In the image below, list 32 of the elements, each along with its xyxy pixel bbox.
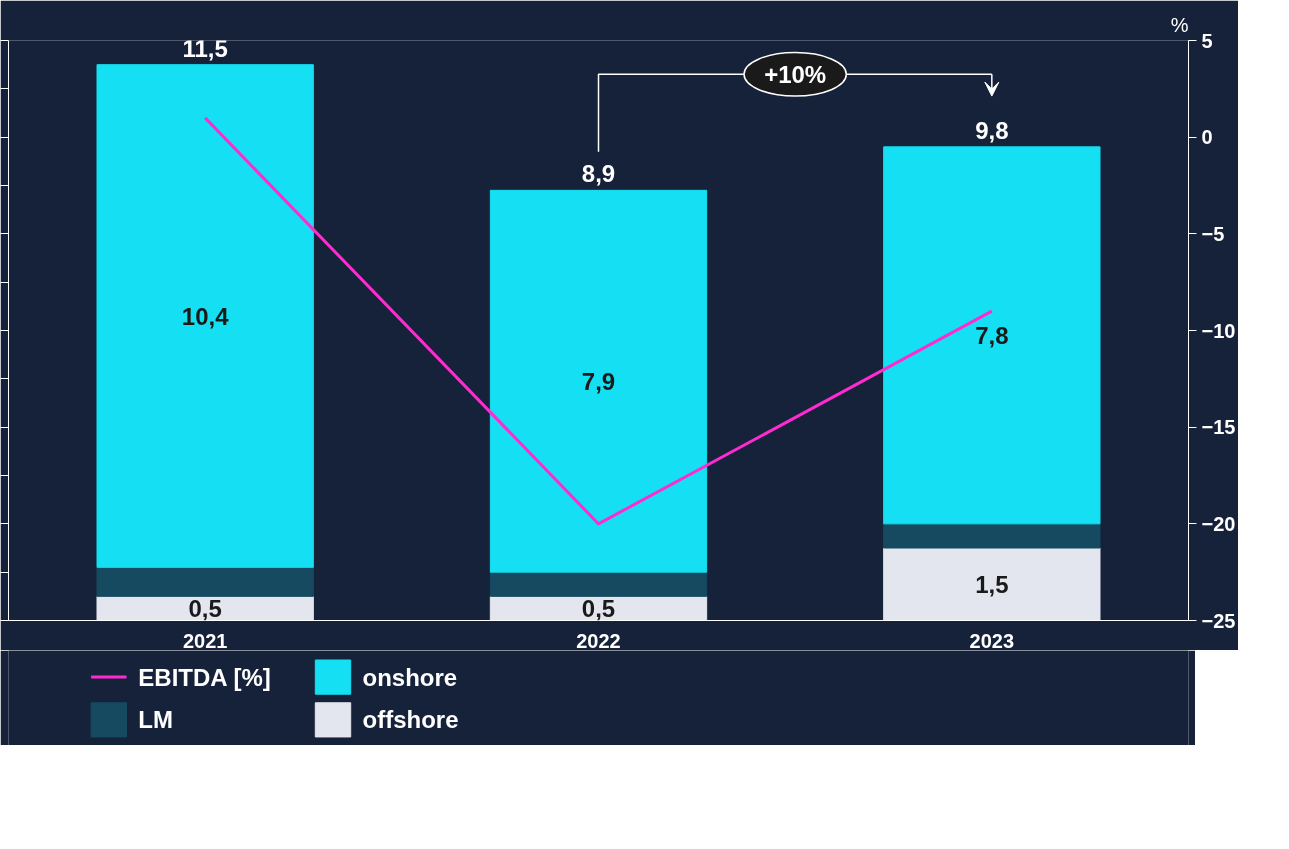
data-label: 0,5	[188, 594, 222, 622]
bar	[883, 523, 1101, 549]
y2-tick-label: 0	[1201, 126, 1213, 149]
x-tick-label: 2021	[182, 629, 228, 652]
data-label: 0,5	[581, 594, 616, 622]
y2-tick-label: −20	[1201, 512, 1236, 535]
total-label: 9,8	[975, 116, 1009, 144]
data-label: 7,9	[581, 367, 616, 395]
y2-tick-label: −5	[1201, 222, 1225, 245]
y2-tick-label: −10	[1201, 319, 1236, 342]
y2-tick-label: −25	[1201, 609, 1236, 632]
x-tick-label: 2022	[576, 629, 621, 652]
y2-axis-title: %	[1170, 13, 1189, 36]
data-label: 1,5	[975, 570, 1009, 598]
total-label: 8,9	[581, 160, 616, 188]
data-label: 7,8	[975, 321, 1009, 349]
bar	[96, 64, 314, 568]
x-tick-label: 2023	[969, 629, 1015, 652]
legend-label: LM	[138, 706, 173, 734]
bar	[96, 566, 314, 597]
bar	[489, 189, 708, 573]
bar	[489, 571, 708, 597]
total-label: 11,5	[182, 34, 228, 62]
bar	[883, 547, 1101, 621]
legend-label: onshore	[362, 663, 458, 691]
y2-tick-label: 5	[1201, 29, 1213, 52]
y2-tick-label: −15	[1201, 416, 1236, 439]
data-label: 10,4	[181, 302, 230, 330]
annotation: +10%	[764, 60, 827, 88]
bar	[883, 146, 1101, 525]
legend-label: offshore	[362, 706, 459, 734]
legend-label: EBITDA [%]	[138, 663, 271, 691]
